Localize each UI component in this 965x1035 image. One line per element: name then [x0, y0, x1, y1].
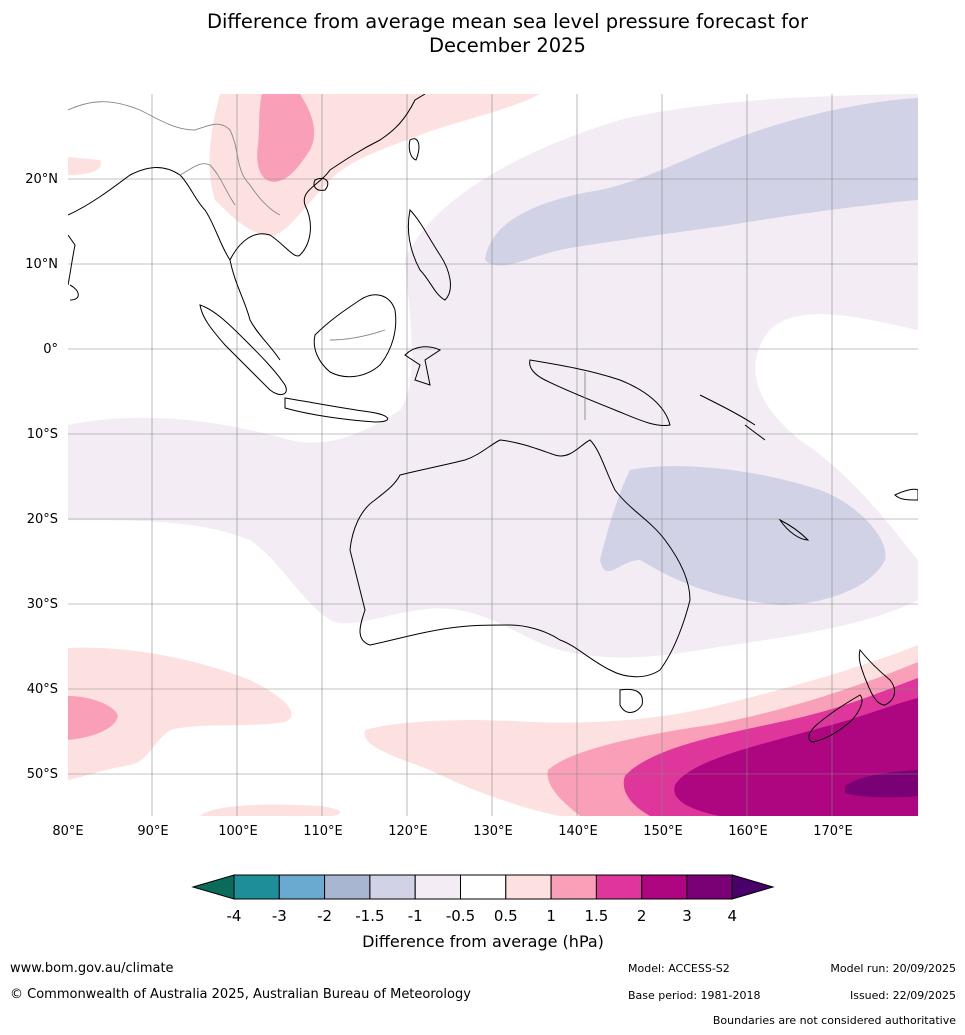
coast-asia-mainland — [68, 94, 426, 361]
coast-australia — [349, 439, 691, 678]
contour-neg-1-north — [485, 98, 918, 266]
lat-tick-30s: 30°S — [27, 597, 58, 612]
colorbar-bin-4 — [369, 874, 416, 900]
lat-tick-10n: 10°N — [25, 257, 58, 272]
coast-taiwan — [408, 138, 420, 161]
colorbar-label-neg0.5: -0.5 — [445, 907, 476, 925]
anomaly-contours — [68, 94, 918, 816]
lat-tick-labels: 20°N 10°N 0° 10°S 20°S 30°S 40°S 50°S — [25, 172, 58, 782]
colorbar — [191, 874, 775, 900]
contour-pos-0.5-southbottom — [200, 804, 340, 816]
coastlines — [68, 94, 918, 743]
colorbar-bin-5 — [414, 874, 462, 900]
map-panel: 80°E 90°E 100°E 110°E 120°E 130°E 140°E … — [25, 94, 918, 839]
issued-date: Issued: 22/09/2025 — [849, 989, 956, 1002]
colorbar-label-4: 4 — [727, 907, 738, 925]
colorbar-bin-7 — [505, 874, 552, 900]
coast-india-south — [68, 234, 76, 286]
coast-solomon — [699, 394, 766, 441]
coast-new-zealand-north — [858, 648, 896, 706]
colorbar-label-2: 2 — [636, 907, 647, 925]
lon-tick-130: 130°E — [473, 824, 513, 839]
lat-tick-20s: 20°S — [27, 512, 58, 527]
lon-tick-labels: 80°E 90°E 100°E 110°E 120°E 130°E 140°E … — [52, 824, 852, 839]
coast-hainan — [313, 177, 329, 191]
colorbar-label-0.5: 0.5 — [493, 907, 518, 925]
coast-tasmania — [619, 688, 643, 713]
colorbar-extend-low — [191, 874, 235, 900]
lon-tick-90: 90°E — [137, 824, 168, 839]
coast-new-guinea — [529, 359, 671, 427]
boundaries-disclaimer: Boundaries are not considered authoritat… — [712, 1014, 956, 1027]
colorbar-label-1: 1 — [546, 907, 556, 925]
colorbar-bin-2 — [278, 874, 326, 900]
coast-sri-lanka — [69, 284, 79, 301]
coast-fiji — [894, 488, 918, 501]
coast-sumatra — [199, 304, 287, 396]
colorbar-label-neg2: -2 — [317, 907, 333, 925]
lat-tick-20n: 20°N — [25, 172, 58, 187]
coast-borneo — [313, 294, 397, 378]
colorbar-extend-high — [731, 874, 775, 900]
contour-pos-1-indochina — [257, 94, 315, 182]
contour-pos-3-south — [845, 770, 918, 798]
lon-tick-120: 120°E — [388, 824, 428, 839]
colorbar-title: Difference from average (hPa) — [362, 932, 604, 951]
coast-philippines — [407, 208, 451, 301]
colorbar-bin-1 — [233, 874, 280, 900]
colorbar-bin-3 — [324, 874, 371, 900]
contour-pos-1-southwest — [68, 696, 118, 740]
lon-tick-160: 160°E — [728, 824, 768, 839]
lon-tick-140: 140°E — [558, 824, 598, 839]
lon-tick-170: 170°E — [813, 824, 853, 839]
colorbar-label-3: 3 — [682, 907, 692, 925]
colorbar-label-neg1: -1 — [407, 907, 423, 925]
model-run-date: Model run: 20/09/2025 — [830, 962, 956, 975]
website-link[interactable]: www.bom.gov.au/climate — [10, 961, 174, 976]
coast-new-zealand-south — [808, 694, 863, 743]
gridlines — [68, 94, 918, 816]
colorbar-bin-8 — [550, 874, 597, 900]
lat-tick-10s: 10°S — [27, 427, 58, 442]
copyright-text: © Commonwealth of Australia 2025, Austra… — [10, 987, 471, 1002]
colorbar-label-neg4: -4 — [226, 907, 242, 925]
coast-new-caledonia — [778, 518, 810, 541]
colorbar-bin-10 — [641, 874, 688, 900]
title-line-2: December 2025 — [429, 34, 586, 57]
base-period: Base period: 1981-2018 — [628, 989, 761, 1002]
lon-tick-80: 80°E — [52, 824, 83, 839]
lat-tick-0: 0° — [43, 342, 58, 357]
coast-java — [284, 397, 388, 423]
model-name: Model: ACCESS-S2 — [628, 962, 730, 975]
colorbar-label-neg3: -3 — [271, 907, 287, 925]
country-borders — [68, 101, 586, 420]
colorbar-bin-6 — [460, 874, 507, 900]
colorbar-label-1.5: 1.5 — [584, 907, 609, 925]
chart-title: Difference from average mean sea level p… — [0, 10, 965, 58]
lon-tick-100: 100°E — [218, 824, 258, 839]
colorbar-bin-11 — [686, 874, 733, 900]
lat-tick-50s: 50°S — [27, 767, 58, 782]
contour-pos-0.5-southwest — [68, 647, 292, 780]
contour-pos-0.5-indian — [68, 157, 101, 175]
lat-tick-40s: 40°S — [27, 682, 58, 697]
lon-tick-110: 110°E — [303, 824, 343, 839]
colorbar-bin-9 — [595, 874, 643, 900]
title-line-1: Difference from average mean sea level p… — [207, 10, 808, 33]
coast-sulawesi — [404, 346, 441, 386]
colorbar-label-neg1.5: -1.5 — [355, 907, 385, 925]
lon-tick-150: 150°E — [643, 824, 683, 839]
contour-neg-1-south — [600, 466, 886, 605]
